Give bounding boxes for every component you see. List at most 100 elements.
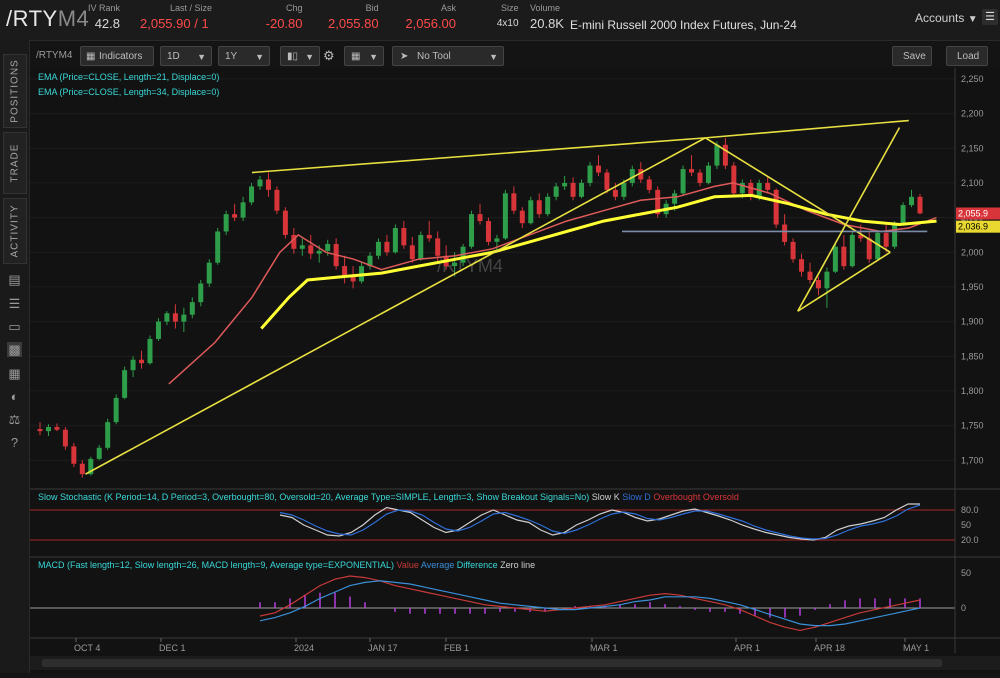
layout-select[interactable]: ▦ ▼ bbox=[344, 46, 384, 66]
save-button[interactable]: Save bbox=[892, 46, 932, 66]
ema34-label[interactable]: EMA (Price=CLOSE, Length=34, Displace=0) bbox=[38, 87, 220, 97]
gauge-icon[interactable]: ◐ bbox=[10, 389, 19, 404]
chart-type-select[interactable]: ▮▯ ▼ bbox=[280, 46, 320, 66]
chart-background bbox=[30, 68, 1000, 673]
candle-body bbox=[604, 172, 610, 190]
candle-body bbox=[655, 189, 661, 215]
ema34-line bbox=[260, 193, 937, 330]
range-value: 1Y bbox=[225, 51, 238, 62]
candle-body bbox=[672, 193, 678, 204]
candle-body bbox=[807, 271, 813, 280]
interval-select[interactable]: 1D ▼ bbox=[160, 46, 212, 66]
candle-body bbox=[587, 165, 593, 183]
tab-activity[interactable]: ACTIVITY bbox=[3, 198, 27, 264]
trendline bbox=[85, 137, 706, 475]
candle-body bbox=[892, 223, 898, 247]
quote-label: Chg bbox=[286, 3, 303, 13]
load-button[interactable]: Load bbox=[946, 46, 988, 66]
price-tick-label: 1,900 bbox=[961, 317, 984, 327]
tab-trade[interactable]: TRADE bbox=[3, 132, 27, 194]
candle-body bbox=[621, 182, 627, 197]
candle-body bbox=[579, 182, 585, 197]
chart-icon[interactable]: ▩ bbox=[7, 342, 22, 357]
tv-icon[interactable]: ▭ bbox=[8, 319, 21, 334]
quote-value: 20.8K bbox=[530, 16, 564, 31]
candle-body bbox=[189, 302, 195, 315]
save-label: Save bbox=[903, 51, 926, 62]
toolbar-symbol[interactable]: /RTYM4 bbox=[36, 50, 73, 61]
price-chart-svg[interactable]: /RTYM4 2,2502,2002,1502,1002,0502,0001,9… bbox=[30, 68, 1000, 673]
tab-positions[interactable]: POSITIONS bbox=[3, 54, 27, 128]
candle-body bbox=[37, 429, 43, 432]
candle-body bbox=[367, 255, 373, 267]
candle-body bbox=[612, 189, 618, 197]
price-tick-label: 1,750 bbox=[961, 421, 984, 431]
trendlines-group[interactable] bbox=[85, 119, 928, 475]
candle-body bbox=[782, 224, 788, 242]
macd-label[interactable]: MACD (Fast length=12, Slow length=26, MA… bbox=[38, 560, 535, 570]
ema21-label[interactable]: EMA (Price=CLOSE, Length=21, Displace=0) bbox=[38, 72, 220, 82]
load-label: Load bbox=[957, 51, 980, 62]
candle-body bbox=[350, 276, 356, 282]
price-tick-label: 2,100 bbox=[961, 178, 984, 188]
chevron-down-icon: ▼ bbox=[197, 52, 206, 62]
candle-body bbox=[316, 250, 322, 254]
candle-body bbox=[799, 259, 805, 272]
scrollbar-thumb bbox=[42, 659, 942, 667]
candle-body bbox=[553, 186, 559, 197]
stochastic-label[interactable]: Slow Stochastic (K Period=14, D Period=3… bbox=[38, 492, 739, 502]
quote-value: 4x10 bbox=[496, 18, 519, 29]
quote-bid: Bid 2,055.80 bbox=[328, 3, 379, 31]
candle-body bbox=[139, 359, 145, 364]
ema-badge bbox=[956, 220, 1000, 233]
window-menu-icon[interactable]: ☰ bbox=[982, 9, 998, 25]
symbol-suffix: M4 bbox=[57, 6, 90, 31]
help-icon[interactable]: ? bbox=[10, 435, 19, 450]
candle-body bbox=[299, 245, 305, 249]
macd-params: MACD (Fast length=12, Slow length=26, MA… bbox=[38, 560, 395, 570]
candle-body bbox=[469, 214, 475, 247]
scale-icon[interactable]: ⚖ bbox=[8, 412, 21, 427]
candle-body bbox=[841, 246, 847, 267]
trendline bbox=[704, 137, 891, 253]
candle-body bbox=[172, 313, 178, 322]
candle-body bbox=[832, 246, 838, 272]
grid-icon[interactable]: ▦ bbox=[8, 366, 21, 381]
candle-body bbox=[697, 172, 703, 183]
date-tick-label: DEC 1 bbox=[159, 643, 186, 653]
candle-body bbox=[62, 429, 68, 447]
candle-body bbox=[418, 234, 424, 260]
candle-body bbox=[519, 210, 525, 224]
accounts-menu[interactable]: Accounts ▼ bbox=[915, 11, 978, 25]
candle-body bbox=[883, 232, 889, 247]
macd-tick-label: 50 bbox=[961, 568, 971, 578]
drawing-tool-select[interactable]: ➤ No Tool ▼ bbox=[392, 46, 504, 66]
candle-body bbox=[79, 463, 85, 475]
list-icon[interactable]: ☰ bbox=[8, 296, 21, 311]
quote-label: IV Rank bbox=[88, 3, 121, 13]
layout-icon: ▦ bbox=[351, 51, 361, 62]
document-icon[interactable]: ▤ bbox=[8, 272, 21, 287]
candle-body bbox=[815, 280, 821, 289]
price-tick-label: 1,800 bbox=[961, 386, 984, 396]
candle-body bbox=[722, 144, 728, 166]
accounts-label: Accounts bbox=[915, 11, 965, 25]
gear-icon[interactable]: ⚙ bbox=[323, 48, 335, 63]
indicators-button[interactable]: ▦ Indicators bbox=[80, 46, 154, 66]
candle-body bbox=[409, 245, 415, 260]
date-tick-label: MAY 1 bbox=[903, 643, 929, 653]
stochastic-panel bbox=[30, 503, 955, 541]
chart-area[interactable]: /RTYM4 2,2502,2002,1502,1002,0502,0001,9… bbox=[30, 68, 1000, 673]
legend-slow-d: Slow D bbox=[622, 492, 651, 502]
chevron-down-icon: ▼ bbox=[305, 52, 314, 62]
ema-lines bbox=[168, 182, 937, 385]
candle-body bbox=[384, 241, 390, 253]
quote-label: Last / Size bbox=[170, 3, 213, 13]
candle-body bbox=[646, 179, 652, 190]
price-tick-label: 2,200 bbox=[961, 109, 984, 119]
range-select[interactable]: 1Y ▼ bbox=[218, 46, 270, 66]
price-tick-label: 2,250 bbox=[961, 74, 984, 84]
candle-body bbox=[113, 397, 119, 423]
symbol-title[interactable]: /RTYM4 bbox=[6, 6, 89, 32]
trendline bbox=[797, 127, 901, 312]
